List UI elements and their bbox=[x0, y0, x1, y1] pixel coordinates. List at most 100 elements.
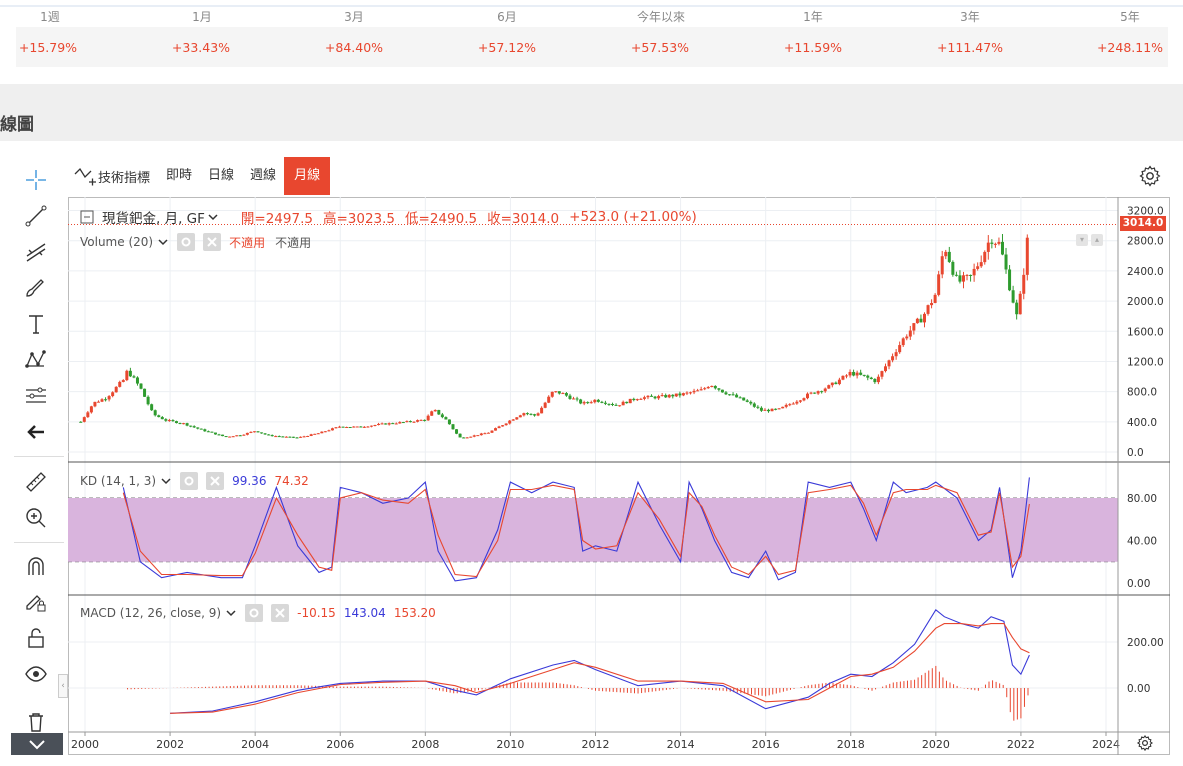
measure-icon[interactable] bbox=[22, 382, 50, 410]
candle-body bbox=[664, 395, 668, 398]
candle-body bbox=[767, 409, 771, 412]
pattern-icon[interactable] bbox=[22, 346, 50, 374]
gear-icon[interactable] bbox=[180, 472, 199, 490]
candle-body bbox=[908, 330, 912, 337]
candle-body bbox=[791, 403, 795, 405]
trash-icon[interactable] bbox=[22, 708, 50, 736]
chevron-down-icon[interactable] bbox=[225, 608, 237, 618]
text-icon[interactable] bbox=[22, 310, 50, 338]
volume-label[interactable]: Volume (20) bbox=[80, 235, 154, 249]
candle-body bbox=[915, 318, 919, 324]
chart-toolbar: 技術指標 即時 日線 週線 月線 bbox=[68, 157, 331, 195]
candle-body bbox=[366, 426, 370, 428]
close-icon[interactable] bbox=[203, 233, 222, 251]
section-title: 線圖 bbox=[0, 115, 34, 135]
candle-body bbox=[391, 423, 395, 425]
candle-body bbox=[469, 436, 473, 438]
period-value: +111.47% bbox=[936, 40, 1004, 55]
candle-body bbox=[720, 389, 724, 393]
candle-body bbox=[210, 431, 214, 433]
candle-body bbox=[919, 318, 923, 323]
y-tick-label: 400.0 bbox=[1127, 417, 1157, 429]
candle-body bbox=[196, 427, 200, 429]
kd-label[interactable]: KD (14, 1, 3) bbox=[80, 474, 157, 488]
gear-icon[interactable] bbox=[1138, 164, 1162, 188]
candle-body bbox=[330, 428, 334, 431]
period-value: +248.11% bbox=[1096, 40, 1164, 55]
candle-body bbox=[898, 345, 902, 353]
symbol-name[interactable]: 現貨鈀金, 月, GF bbox=[102, 211, 205, 227]
close-value: 收=3014.0 bbox=[487, 211, 560, 227]
candle-body bbox=[639, 398, 643, 400]
macd-label[interactable]: MACD (12, 26, close, 9) bbox=[80, 606, 222, 620]
candle-body bbox=[164, 419, 168, 421]
tab-realtime[interactable]: 即時 bbox=[166, 168, 193, 183]
candle-body bbox=[352, 426, 356, 428]
brush-icon[interactable] bbox=[22, 274, 50, 302]
kd-tick-label: 80.00 bbox=[1127, 493, 1157, 505]
chevron-down-icon[interactable] bbox=[157, 237, 169, 247]
volume-value: 不適用 bbox=[229, 235, 266, 250]
candle-body bbox=[100, 399, 104, 402]
change-value: +523.0 (+21.00%) bbox=[569, 209, 697, 225]
candle-body bbox=[710, 385, 714, 387]
candle-body bbox=[678, 393, 682, 396]
toolbar-collapse-handle[interactable]: ‹ bbox=[58, 674, 68, 698]
macd-line bbox=[170, 608, 1030, 714]
candle-body bbox=[784, 404, 788, 407]
candle-body bbox=[536, 413, 540, 416]
zoom-in-icon[interactable] bbox=[22, 504, 50, 532]
pane-maximize-icon[interactable]: ▴ bbox=[1091, 234, 1103, 246]
trend-line-icon[interactable] bbox=[22, 202, 50, 230]
candle-body bbox=[444, 417, 448, 420]
candle-body bbox=[490, 430, 494, 433]
candle-body bbox=[206, 431, 210, 433]
candle-body bbox=[394, 423, 398, 425]
lock-icon[interactable] bbox=[22, 624, 50, 652]
close-icon[interactable] bbox=[271, 604, 290, 622]
chevron-down-icon[interactable] bbox=[11, 733, 63, 755]
tab-monthly[interactable]: 月線 bbox=[284, 157, 331, 195]
magnet-icon[interactable] bbox=[22, 552, 50, 580]
pane-down-icon[interactable]: ▾ bbox=[1076, 234, 1088, 246]
candle-body bbox=[770, 408, 774, 412]
candle-body bbox=[525, 413, 529, 415]
tab-weekly[interactable]: 週線 bbox=[250, 168, 277, 183]
candle-body bbox=[926, 305, 930, 314]
close-icon[interactable] bbox=[206, 472, 225, 490]
y-tick-label: 0.0 bbox=[1127, 447, 1144, 459]
gear-icon[interactable] bbox=[177, 233, 196, 251]
candle-body bbox=[408, 421, 412, 423]
x-tick-label: 2000 bbox=[71, 738, 99, 751]
chart-container[interactable] bbox=[68, 197, 1170, 755]
period-label: 5年 bbox=[1120, 10, 1140, 24]
collapse-legend-icon[interactable] bbox=[80, 210, 94, 224]
candle-body bbox=[972, 268, 976, 276]
candle-body bbox=[614, 404, 618, 406]
indicators-button[interactable]: 技術指標 bbox=[68, 157, 158, 195]
crosshair-icon[interactable] bbox=[22, 166, 50, 194]
candle-body bbox=[320, 431, 324, 434]
candle-body bbox=[89, 406, 93, 413]
candle-body bbox=[373, 425, 377, 427]
candle-body bbox=[820, 391, 824, 393]
chevron-down-icon[interactable] bbox=[160, 476, 172, 486]
fib-icon[interactable] bbox=[22, 238, 50, 266]
gear-icon[interactable] bbox=[1136, 734, 1154, 752]
macd-tick-label: 0.00 bbox=[1127, 683, 1150, 695]
tab-daily[interactable]: 日線 bbox=[208, 168, 235, 183]
ruler-icon[interactable] bbox=[22, 468, 50, 496]
candle-body bbox=[866, 375, 870, 378]
candle-body bbox=[1025, 237, 1029, 275]
lock-draw-icon[interactable] bbox=[22, 588, 50, 616]
back-arrow-icon[interactable] bbox=[22, 418, 50, 446]
candle-body bbox=[263, 433, 267, 435]
macd-value: 143.04 bbox=[343, 606, 386, 620]
toolbar-divider bbox=[14, 456, 64, 457]
gear-icon[interactable] bbox=[245, 604, 264, 622]
eye-icon[interactable] bbox=[22, 660, 50, 688]
chevron-down-icon[interactable] bbox=[207, 212, 219, 222]
period-label: 1週 bbox=[40, 10, 60, 24]
d-line bbox=[122, 484, 1030, 578]
